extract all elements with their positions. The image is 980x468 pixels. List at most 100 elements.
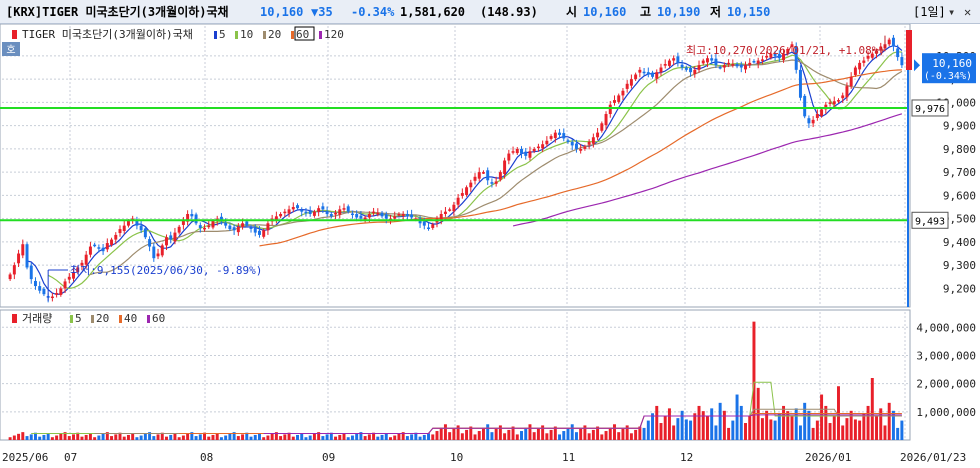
volume-bar <box>642 427 646 440</box>
volume-ma-legend-swatch <box>147 315 150 323</box>
candle-body <box>820 109 824 116</box>
candle-body <box>393 216 397 219</box>
volume-bar <box>794 408 798 440</box>
volume-bar <box>29 434 33 440</box>
volume-ma-legend-label: 20 <box>96 312 109 325</box>
candle-body <box>29 265 33 280</box>
volume-bar <box>169 434 173 440</box>
candle-body <box>190 214 194 217</box>
volume-bar <box>414 432 418 440</box>
candle-body <box>579 148 583 151</box>
volume-bar <box>883 425 887 440</box>
x-axis: 2025/06 07 08 09 10 11 12 2026/01 2026/01/23 <box>0 441 980 468</box>
candle-body <box>257 230 261 235</box>
y-tick-label: 9,500 <box>943 213 976 226</box>
horizontal-line-label: 9,493 <box>915 216 945 227</box>
volume-bar <box>181 435 185 440</box>
volume-bar <box>131 433 135 440</box>
candle-body <box>667 60 671 66</box>
candle-body <box>300 210 304 212</box>
ma-legend-swatch <box>214 31 217 39</box>
volume-bar <box>198 434 202 440</box>
volume-bar <box>532 432 536 440</box>
volume-bar <box>570 424 574 440</box>
volume-bar <box>291 436 295 440</box>
x-tick-label: 11 <box>562 451 575 464</box>
low-price: 10,150 <box>727 5 771 19</box>
volume-bar <box>663 415 667 440</box>
volume-bar <box>798 425 802 440</box>
volume-bar <box>705 415 709 440</box>
minimize-icon[interactable]: ▾ <box>948 5 956 19</box>
volume-bar <box>346 437 350 440</box>
x-tick-label: 2025/06 <box>2 451 48 464</box>
volume-bar <box>769 419 773 440</box>
close-icon[interactable]: ✕ <box>964 5 972 19</box>
volume-bar <box>38 436 42 440</box>
candle-body <box>317 208 321 212</box>
current-price-label: 10,160 <box>932 57 972 70</box>
candle-body <box>655 72 659 79</box>
candle-body <box>203 227 207 230</box>
candle-body <box>156 253 160 257</box>
x-tick-label: 12 <box>680 451 693 464</box>
x-axis-band <box>0 441 980 468</box>
candle-body <box>828 102 832 104</box>
candle-body <box>296 205 299 209</box>
candle-body <box>126 220 130 226</box>
candle-body <box>663 64 667 66</box>
volume-bar <box>249 436 253 440</box>
candle-body <box>684 67 688 70</box>
volume-bar <box>520 431 523 440</box>
candle-body <box>177 226 181 233</box>
candle-body <box>498 172 502 180</box>
side-button-label: 호 <box>6 44 15 56</box>
ma-legend-label: 20 <box>268 28 281 41</box>
volume-bar <box>262 437 266 440</box>
period-button[interactable]: [1일] <box>913 5 946 19</box>
volume-bar <box>101 433 105 440</box>
volume-bar <box>67 436 71 440</box>
candle-series <box>8 34 904 303</box>
volume-bar <box>477 431 481 440</box>
volume-bar <box>88 433 92 440</box>
volume-bar <box>718 402 722 440</box>
candle-body <box>536 146 540 149</box>
candle-body <box>143 228 147 238</box>
candle-body <box>448 209 452 211</box>
volume-bar <box>536 428 540 440</box>
candle-body <box>207 225 211 228</box>
candle-body <box>853 67 857 75</box>
volume-bar <box>748 415 752 440</box>
volume-bar <box>760 418 764 440</box>
volume-bar <box>553 426 557 440</box>
current-price-arrow <box>914 59 920 72</box>
volume-bar <box>50 437 54 440</box>
candle-body <box>338 209 342 215</box>
session-marker <box>906 30 912 70</box>
candle-body <box>553 132 557 138</box>
volume-bar <box>587 433 591 440</box>
candle-body <box>528 151 532 158</box>
candle-body <box>532 148 536 152</box>
volume-bar <box>858 420 862 440</box>
volume-bar <box>722 410 726 440</box>
volume-bar <box>274 432 278 440</box>
candle-body <box>596 132 600 138</box>
volume-bar <box>541 425 545 440</box>
open-price: 10,160 <box>583 5 627 19</box>
candle-body <box>511 151 515 153</box>
volume-bar <box>427 433 431 440</box>
chart-grid <box>0 24 911 441</box>
volume-bar <box>211 434 215 440</box>
candle-body <box>714 58 718 66</box>
volume-bar <box>270 433 274 440</box>
volume-bar <box>405 436 409 440</box>
volume-bar <box>190 432 194 440</box>
candle-body <box>211 220 215 228</box>
volume-bar <box>524 427 528 440</box>
volume-bar <box>384 433 388 440</box>
ma120-line <box>512 113 903 227</box>
volume-bar <box>473 434 477 440</box>
candle-body <box>760 59 764 61</box>
